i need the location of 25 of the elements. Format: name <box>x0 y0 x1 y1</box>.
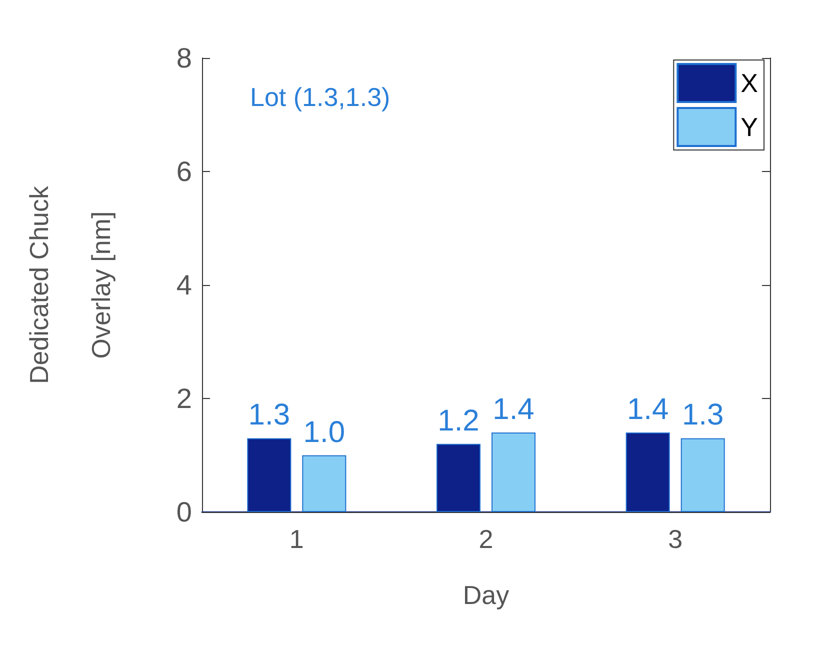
bar <box>680 438 725 512</box>
x-tick-label: 2 <box>478 524 494 554</box>
bar <box>302 455 346 512</box>
bar <box>626 432 670 512</box>
data-label: 1.4 <box>492 393 534 426</box>
y-tick-label: 0 <box>176 496 192 528</box>
y-tick-label: 8 <box>176 42 192 74</box>
y-tick-label: 6 <box>176 156 192 187</box>
x-tick-label: 3 <box>668 524 683 554</box>
data-label: 1.3 <box>248 398 290 432</box>
y-tick-label: 4 <box>176 270 192 300</box>
legend-label: X <box>740 68 758 98</box>
x-tick-label: 1 <box>289 524 304 554</box>
text: Dedicated Chuck Overlay [nm] <box>24 186 116 384</box>
annotation: Lot (1.3,1.3) <box>250 82 390 112</box>
bar <box>247 438 292 512</box>
data-label: 1.3 <box>682 398 724 432</box>
data-label: 1.4 <box>626 393 669 426</box>
y-tick-label: 2 <box>176 383 192 414</box>
data-label: 1.0 <box>303 416 346 449</box>
data-label: 1.2 <box>438 404 480 438</box>
legend-label: Y <box>740 112 758 142</box>
bar <box>436 444 480 512</box>
bar <box>492 432 536 512</box>
x-axis-title: Day <box>462 580 510 610</box>
